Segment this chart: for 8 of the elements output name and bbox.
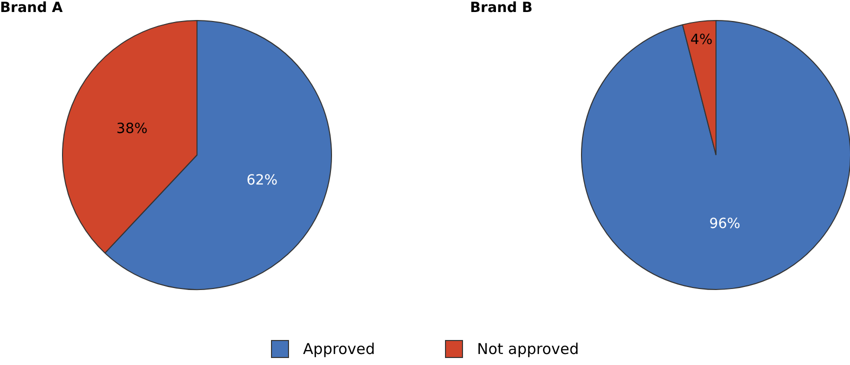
data-label: 38% [116,120,148,137]
legend-label: Approved [303,340,375,358]
data-label: 96% [709,216,740,232]
data-label: 62% [246,172,278,188]
chart-title: Brand A [0,0,63,16]
legend-label: Not approved [477,340,579,358]
data-label: 4% [690,32,713,48]
chart-title: Brand B [470,0,533,16]
